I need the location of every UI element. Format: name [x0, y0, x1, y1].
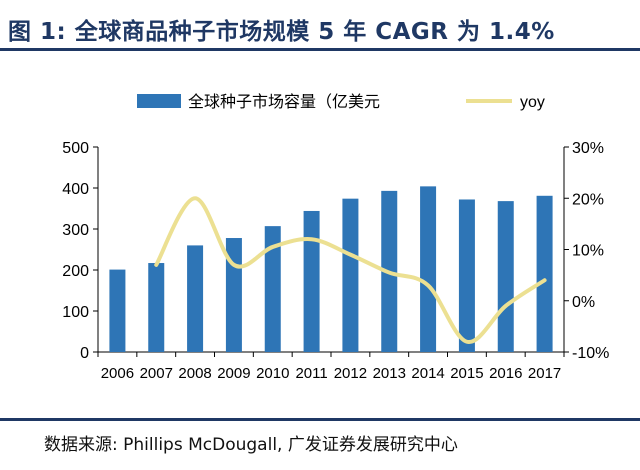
x-axis-tick-label: 2014 — [411, 365, 444, 382]
left-axis-tick-label: 100 — [62, 304, 89, 321]
bar — [109, 269, 126, 352]
x-axis-tick-label: 2017 — [528, 365, 561, 382]
footer-divider — [0, 418, 640, 421]
left-axis-tick-label: 0 — [80, 345, 89, 362]
plot-area: 0 100 200 300 400 500 -10% 0% 10% 20% 30% 2006 2007 2… — [62, 140, 609, 382]
legend-line-label: yoy — [520, 94, 545, 111]
bar — [303, 210, 320, 352]
right-axis-tick-label: -10% — [572, 345, 609, 362]
x-axis-tick-label: 2012 — [334, 365, 367, 382]
bar — [342, 198, 359, 352]
right-axis-tick-label: 30% — [572, 140, 604, 157]
figure-header: 图 1: 全球商品种子市场规模 5 年 CAGR 为 1.4% — [0, 0, 640, 54]
right-axis-tick-label: 20% — [572, 191, 604, 208]
yoy-line — [154, 196, 547, 344]
right-axis-tick-label: 0% — [572, 294, 595, 311]
chart: 全球种子市场容量（亿美元 yoy 0 100 200 300 400 500 -10% 0% 1… — [62, 93, 609, 382]
title-divider — [0, 48, 640, 51]
x-axis-tick-label: 2010 — [256, 365, 289, 382]
legend-bar-swatch — [137, 94, 181, 108]
x-axis-tick-label: 2016 — [489, 365, 522, 382]
left-axis-tick-label: 200 — [62, 263, 89, 280]
right-axis-tick-label: 10% — [572, 243, 604, 260]
left-axis-tick-label: 400 — [62, 181, 89, 198]
x-axis-tick-label: 2013 — [373, 365, 406, 382]
data-source: 数据来源: Phillips McDougall, 广发证券发展研究中心 — [44, 435, 458, 455]
legend: 全球种子市场容量（亿美元 yoy — [137, 93, 545, 111]
x-axis-tick-label: 2006 — [101, 365, 134, 382]
left-axis-tick-label: 300 — [62, 222, 89, 239]
x-axis-tick-label: 2007 — [140, 365, 173, 382]
bar — [187, 245, 204, 352]
x-axis-tick-label: 2015 — [450, 365, 483, 382]
bar — [458, 199, 475, 352]
bar — [497, 201, 514, 352]
x-axis-tick-label: 2011 — [295, 365, 327, 382]
legend-bar-label: 全球种子市场容量（亿美元 — [188, 93, 380, 111]
bar — [148, 263, 165, 352]
x-axis-tick-label: 2009 — [217, 365, 250, 382]
x-axis-tick-label: 2008 — [178, 365, 211, 382]
left-axis-tick-label: 500 — [62, 140, 89, 157]
bar — [420, 186, 437, 352]
figure-title: 图 1: 全球商品种子市场规模 5 年 CAGR 为 1.4% — [8, 19, 555, 45]
bar — [536, 195, 553, 352]
bar — [264, 226, 281, 352]
